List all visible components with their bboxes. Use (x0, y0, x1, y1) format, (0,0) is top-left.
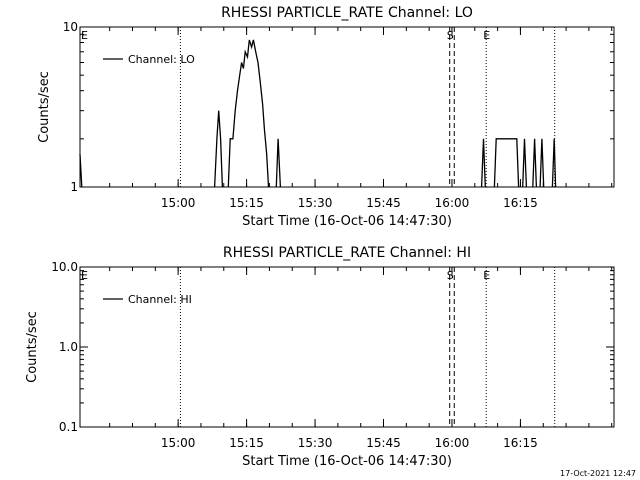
x-axis-label: Start Time (16-Oct-06 14:47:30) (242, 454, 452, 469)
footer-timestamp: 17-Oct-2021 12:47 (560, 469, 636, 478)
chart-title: RHESSI PARTICLE_RATE Channel: HI (223, 245, 471, 261)
marker-label: E (483, 29, 490, 42)
chart-panel-hi: RHESSI PARTICLE_RATE Channel: HI E S E 15:00… (25, 245, 615, 469)
series-line (213, 110, 224, 188)
y-tick-label: 0.1 (59, 420, 78, 434)
series-line (539, 138, 545, 188)
legend-label: Channel: HI (128, 293, 192, 306)
y-tick-label: 10 (63, 20, 78, 34)
marker-label: S (447, 29, 454, 42)
series-line (480, 138, 486, 188)
legend-label: Channel: LO (128, 53, 195, 66)
y-tick-label: 1.0 (59, 340, 78, 354)
x-tick-label: 15:15 (229, 196, 264, 210)
x-tick-label: 15:45 (366, 436, 401, 450)
x-tick-label: 16:00 (435, 196, 470, 210)
x-tick-label: 15:00 (161, 196, 196, 210)
chart-title: RHESSI PARTICLE_RATE Channel: LO (221, 5, 473, 21)
x-tick-label: 15:45 (366, 196, 401, 210)
marker-label: E (81, 269, 88, 282)
y-axis-label: Counts/sec (37, 71, 52, 143)
series-line (493, 138, 520, 188)
x-tick-label: 16:15 (503, 436, 538, 450)
marker-label: S (447, 269, 454, 282)
marker-label: E (81, 29, 88, 42)
y-axis-label: Counts/sec (25, 311, 40, 383)
plot-frame (79, 26, 615, 188)
x-tick-label: 15:00 (161, 436, 196, 450)
plot-frame (79, 266, 615, 428)
series-line (551, 138, 557, 188)
y-tick-label: 1 (70, 180, 78, 194)
x-tick-label: 15:30 (298, 436, 333, 450)
y-tick-label: 10.0 (51, 260, 78, 274)
series-line (275, 138, 282, 188)
x-axis-label: Start Time (16-Oct-06 14:47:30) (242, 214, 452, 229)
x-tick-label: 16:00 (435, 436, 470, 450)
x-tick-label: 15:15 (229, 436, 264, 450)
series-line (522, 138, 528, 188)
x-tick-label: 16:15 (503, 196, 538, 210)
x-tick-label: 15:30 (298, 196, 333, 210)
series-line (532, 138, 538, 188)
series-line (227, 39, 270, 188)
chart-panel-lo: RHESSI PARTICLE_RATE Channel: LO E S E 15:00… (37, 5, 615, 229)
marker-label: E (483, 269, 490, 282)
